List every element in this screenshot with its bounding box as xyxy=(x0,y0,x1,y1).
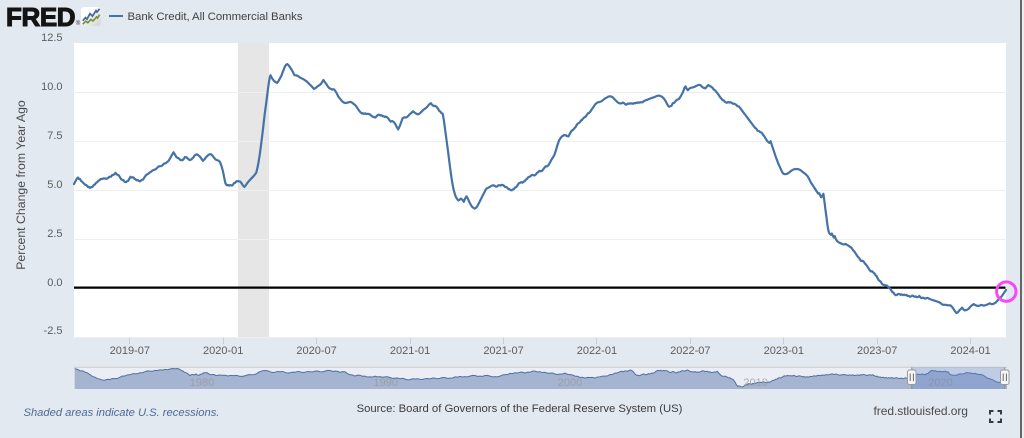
svg-text:1990: 1990 xyxy=(374,377,398,389)
svg-text:1980: 1980 xyxy=(190,377,214,389)
svg-text:2000: 2000 xyxy=(558,377,582,389)
svg-text:2010: 2010 xyxy=(743,377,767,389)
svg-text:2020: 2020 xyxy=(928,377,952,389)
